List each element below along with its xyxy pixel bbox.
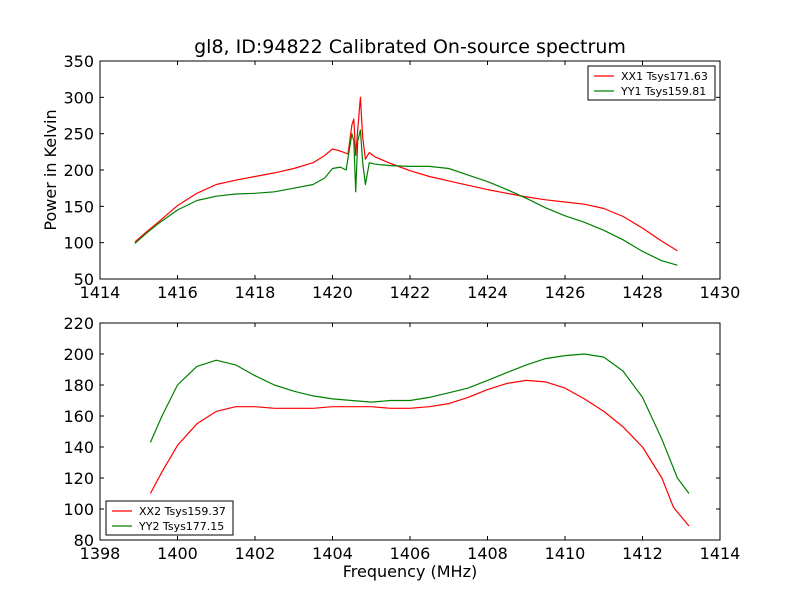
legend-box: [587, 65, 716, 101]
y-tick-label: 160: [63, 407, 94, 426]
legend-label: YY1 Tsys159.81: [620, 85, 706, 98]
y-tick-label: 200: [63, 161, 94, 180]
y-tick-label: 80: [74, 531, 94, 550]
y-tick-label: 300: [63, 88, 94, 107]
y-tick-label: 220: [63, 314, 94, 333]
legend-label: XX2 Tsys159.37: [139, 505, 226, 518]
x-tick-label: 1408: [467, 544, 508, 563]
x-tick-label: 1416: [157, 283, 198, 302]
series-line-yy1: [134, 129, 678, 266]
legend-label: YY2 Tsys177.15: [138, 520, 224, 533]
top-panel: 1414 1416 1418 1420 1422 1424 1426 1428 1430 50 10…: [41, 52, 740, 302]
series-line-xx1: [134, 96, 678, 252]
y-tick-label: 200: [63, 345, 94, 364]
figure-title: gl8, ID:94822 Calibrated On-source spect…: [194, 36, 626, 58]
y-tick-label: 140: [63, 438, 94, 457]
bottom-panel: 1398 1400 1402 1404 1406 1408 1410 1412 1414 80 10…: [63, 314, 740, 581]
y-tick-label: 150: [63, 197, 94, 216]
y-tick-label: 250: [63, 125, 94, 144]
x-tick-label: 1400: [157, 544, 198, 563]
x-tick-label: 1406: [390, 544, 431, 563]
y-tick-label: 100: [63, 500, 94, 519]
x-tick-label: 1426: [545, 283, 586, 302]
x-tick-label: 1412: [622, 544, 663, 563]
x-tick-label: 1414: [700, 544, 741, 563]
y-axis-title: Power in Kelvin: [41, 109, 60, 230]
x-tick-label: 1428: [622, 283, 663, 302]
x-tick-label: 1424: [467, 283, 508, 302]
legend-label: XX1 Tsys171.63: [621, 70, 708, 83]
series-line-xx2: [149, 379, 690, 527]
x-tick-label: 1422: [390, 283, 431, 302]
x-tick-label: 1418: [235, 283, 276, 302]
x-tick-label: 1398: [80, 544, 121, 563]
x-tick-label: 1430: [700, 283, 741, 302]
x-tick-label: 1414: [80, 283, 121, 302]
y-tick-label: 120: [63, 469, 94, 488]
legend: XX2 Tsys159.37 YY2 Tsys177.15: [105, 500, 234, 536]
x-tick-label: 1404: [312, 544, 353, 563]
legend-box: [105, 500, 234, 536]
x-axis-title: Frequency (MHz): [343, 562, 477, 581]
x-tick-label: 1402: [235, 544, 276, 563]
y-tick-label: 100: [63, 234, 94, 253]
legend: XX1 Tsys171.63 YY1 Tsys159.81: [587, 65, 716, 101]
y-tick-label: 50: [74, 270, 94, 289]
series-line-yy2: [149, 353, 690, 494]
y-tick-label: 350: [63, 52, 94, 71]
x-tick-label: 1420: [312, 283, 353, 302]
y-tick-label: 180: [63, 376, 94, 395]
x-tick-label: 1410: [545, 544, 586, 563]
